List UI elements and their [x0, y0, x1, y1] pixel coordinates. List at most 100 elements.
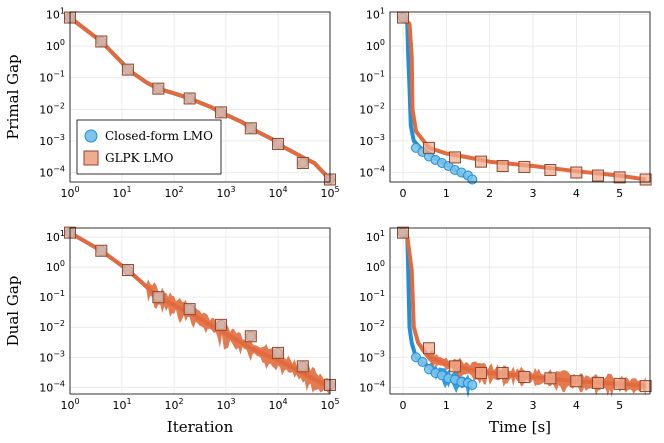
x-tick-label: 2: [486, 399, 493, 412]
marker-glpk: [570, 375, 583, 388]
marker-glpk: [152, 82, 165, 95]
marker-glpk: [449, 360, 461, 373]
marker-glpk: [95, 244, 108, 257]
x-tick-label: 102: [164, 397, 183, 412]
y-axis-label: Dual Gap: [4, 276, 22, 347]
x-tick-label: 102: [164, 185, 183, 200]
x-tick-label: 1: [443, 187, 450, 200]
y-tick-label: 101: [366, 7, 385, 22]
x-tick-label: 5: [616, 399, 623, 412]
chart-dual-iter: 100 101 102 103 104 105 10−4 10−3 10−2 10−1 100 101…: [4, 226, 340, 436]
legend-label: GLPK LMO: [105, 151, 174, 165]
x-axis-label: Time [s]: [489, 418, 551, 436]
marker-glpk: [244, 330, 257, 343]
marker-glpk: [183, 92, 196, 105]
marker-glpk: [496, 160, 509, 173]
x-tick-label: 105: [320, 397, 339, 412]
series-line-glpk: [68, 230, 331, 390]
series-line-glpk: [401, 16, 646, 182]
x-tick-label: 101: [112, 185, 131, 200]
y-tick-label: 10−2: [39, 101, 65, 116]
x-tick-label: 0: [400, 187, 407, 200]
marker-glpk: [639, 173, 652, 186]
series-line-glpk: [401, 231, 646, 389]
y-tick-label: 10−3: [359, 133, 385, 148]
marker-glpk: [272, 346, 284, 359]
chart-primal-iter: 100 101 102 103 104 105 10−4 10−3 10−2 10−1 100 101…: [4, 7, 340, 200]
x-tick-label: 100: [60, 397, 79, 412]
marker-glpk: [613, 171, 626, 184]
marker-closed-form: [467, 379, 478, 390]
y-axis-label: Primal Gap: [4, 54, 22, 139]
y-tick-label: 10−1: [359, 70, 385, 85]
marker-glpk: [639, 380, 652, 393]
marker-glpk: [544, 372, 557, 385]
legend-marker-closed-form: [84, 129, 98, 143]
marker-glpk: [423, 342, 435, 355]
marker-glpk: [423, 141, 435, 154]
marker-closed-form: [467, 174, 478, 185]
marker-glpk: [397, 11, 409, 24]
plot-frame: [389, 227, 651, 395]
y-tick-label: 10−4: [39, 379, 65, 394]
y-tick-label: 100: [46, 38, 65, 53]
y-tick-label: 10−4: [359, 379, 385, 394]
y-tick-label: 100: [366, 259, 385, 274]
marker-glpk: [518, 371, 531, 384]
x-tick-label: 103: [216, 185, 235, 200]
marker-glpk: [183, 303, 196, 316]
y-tick-label: 101: [46, 7, 65, 22]
x-tick-label: 104: [268, 397, 287, 412]
y-tick-label: 10−4: [359, 164, 385, 179]
x-tick-label: 104: [268, 185, 287, 200]
y-tick-label: 10−2: [359, 319, 385, 334]
chart-primal-time: 0 1 2 3 4 5 10−4 10−3 10−2 10−1 100 101: [359, 7, 652, 200]
marker-glpk: [214, 318, 227, 331]
y-tick-label: 10−3: [39, 133, 65, 148]
plot-frame: [69, 227, 331, 395]
x-tick-label: 3: [530, 187, 537, 200]
plot-frame: [389, 11, 651, 183]
marker-glpk: [613, 377, 626, 390]
y-tick-label: 100: [366, 38, 385, 53]
marker-glpk: [475, 366, 487, 379]
marker-glpk: [592, 169, 604, 182]
x-tick-label: 103: [216, 397, 235, 412]
legend: Closed-form LMO GLPK LMO: [76, 119, 222, 175]
chart-dual-time: 0 1 2 3 4 5 10−4 10−3 10−2 10−1 100 101 Time [s]: [359, 226, 652, 436]
marker-closed-form: [417, 356, 428, 367]
x-tick-label: 101: [112, 397, 131, 412]
marker-glpk: [544, 163, 557, 176]
marker-glpk: [121, 264, 134, 277]
marker-glpk: [296, 360, 309, 373]
marker-glpk: [152, 291, 165, 304]
y-tick-label: 10−3: [39, 349, 65, 364]
y-tick-label: 10−4: [39, 164, 65, 179]
y-tick-label: 101: [46, 229, 65, 244]
legend-marker-glpk: [83, 150, 99, 166]
marker-glpk: [397, 226, 409, 239]
y-tick-label: 10−1: [39, 289, 65, 304]
y-tick-label: 10−2: [359, 101, 385, 116]
x-tick-label: 3: [530, 399, 537, 412]
legend-box: [76, 119, 222, 175]
y-tick-label: 100: [46, 259, 65, 274]
marker-glpk: [95, 35, 108, 48]
x-axis-label: Iteration: [167, 418, 234, 436]
x-tick-label: 2: [486, 187, 493, 200]
y-tick-label: 101: [366, 229, 385, 244]
marker-glpk: [449, 151, 461, 164]
marker-glpk: [272, 137, 284, 150]
x-tick-label: 0: [400, 399, 407, 412]
marker-glpk: [570, 166, 583, 179]
marker-glpk: [214, 106, 227, 119]
marker-glpk: [244, 122, 257, 135]
marker-glpk: [121, 63, 134, 76]
marker-glpk: [475, 155, 487, 168]
x-tick-label: 4: [573, 187, 580, 200]
x-tick-label: 4: [573, 399, 580, 412]
marker-glpk: [592, 376, 604, 389]
y-tick-label: 10−1: [359, 289, 385, 304]
marker-glpk: [496, 366, 509, 379]
